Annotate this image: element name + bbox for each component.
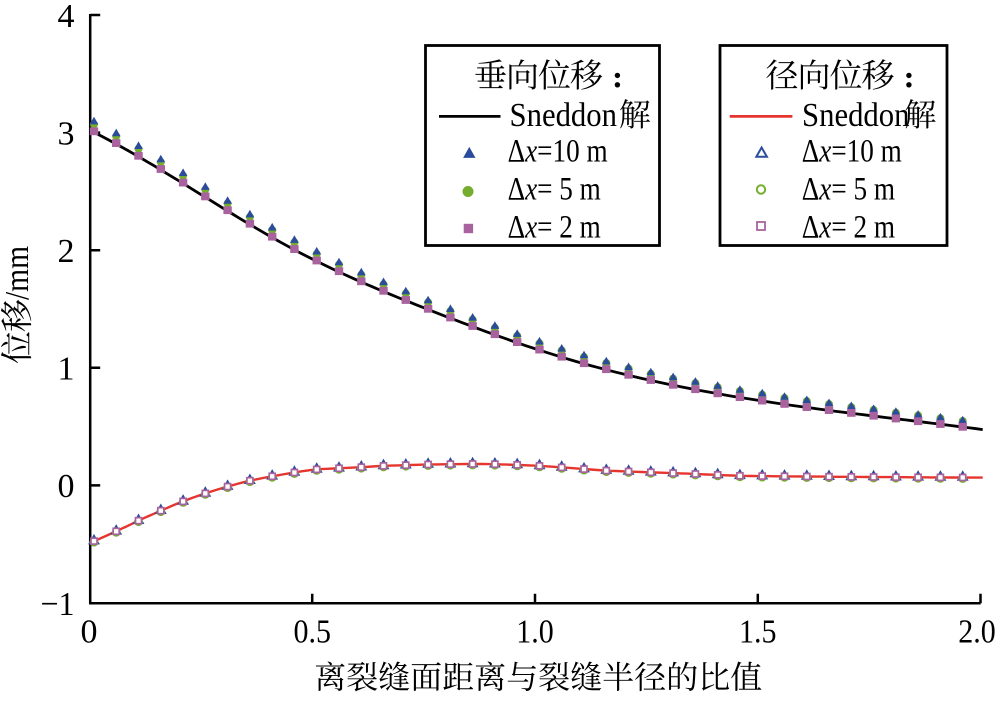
svg-text:Δx= 5 m: Δx= 5 m <box>802 172 895 208</box>
svg-text:−1: −1 <box>41 586 75 623</box>
svg-text:Sneddon: Sneddon <box>510 97 618 134</box>
svg-text:1.5: 1.5 <box>739 613 777 650</box>
svg-text:/mm: /mm <box>0 246 36 300</box>
svg-text:4: 4 <box>58 0 75 35</box>
svg-text:2.0: 2.0 <box>958 613 996 650</box>
svg-text:3: 3 <box>58 115 75 152</box>
svg-text:Δx= 5 m: Δx= 5 m <box>508 172 601 208</box>
svg-text:Δx=10 m: Δx=10 m <box>802 134 902 170</box>
svg-text:0: 0 <box>58 468 75 505</box>
svg-text:0.5: 0.5 <box>293 613 331 650</box>
svg-text:Sneddon: Sneddon <box>802 97 910 134</box>
svg-text:1: 1 <box>58 351 75 388</box>
svg-text:Δx= 2 m: Δx= 2 m <box>508 210 601 246</box>
svg-text:Δx=10 m: Δx=10 m <box>508 134 608 170</box>
svg-text:Δx= 2 m: Δx= 2 m <box>802 210 895 246</box>
svg-text:1.0: 1.0 <box>516 613 554 650</box>
svg-text:2: 2 <box>58 233 75 270</box>
svg-text:0: 0 <box>81 613 98 650</box>
